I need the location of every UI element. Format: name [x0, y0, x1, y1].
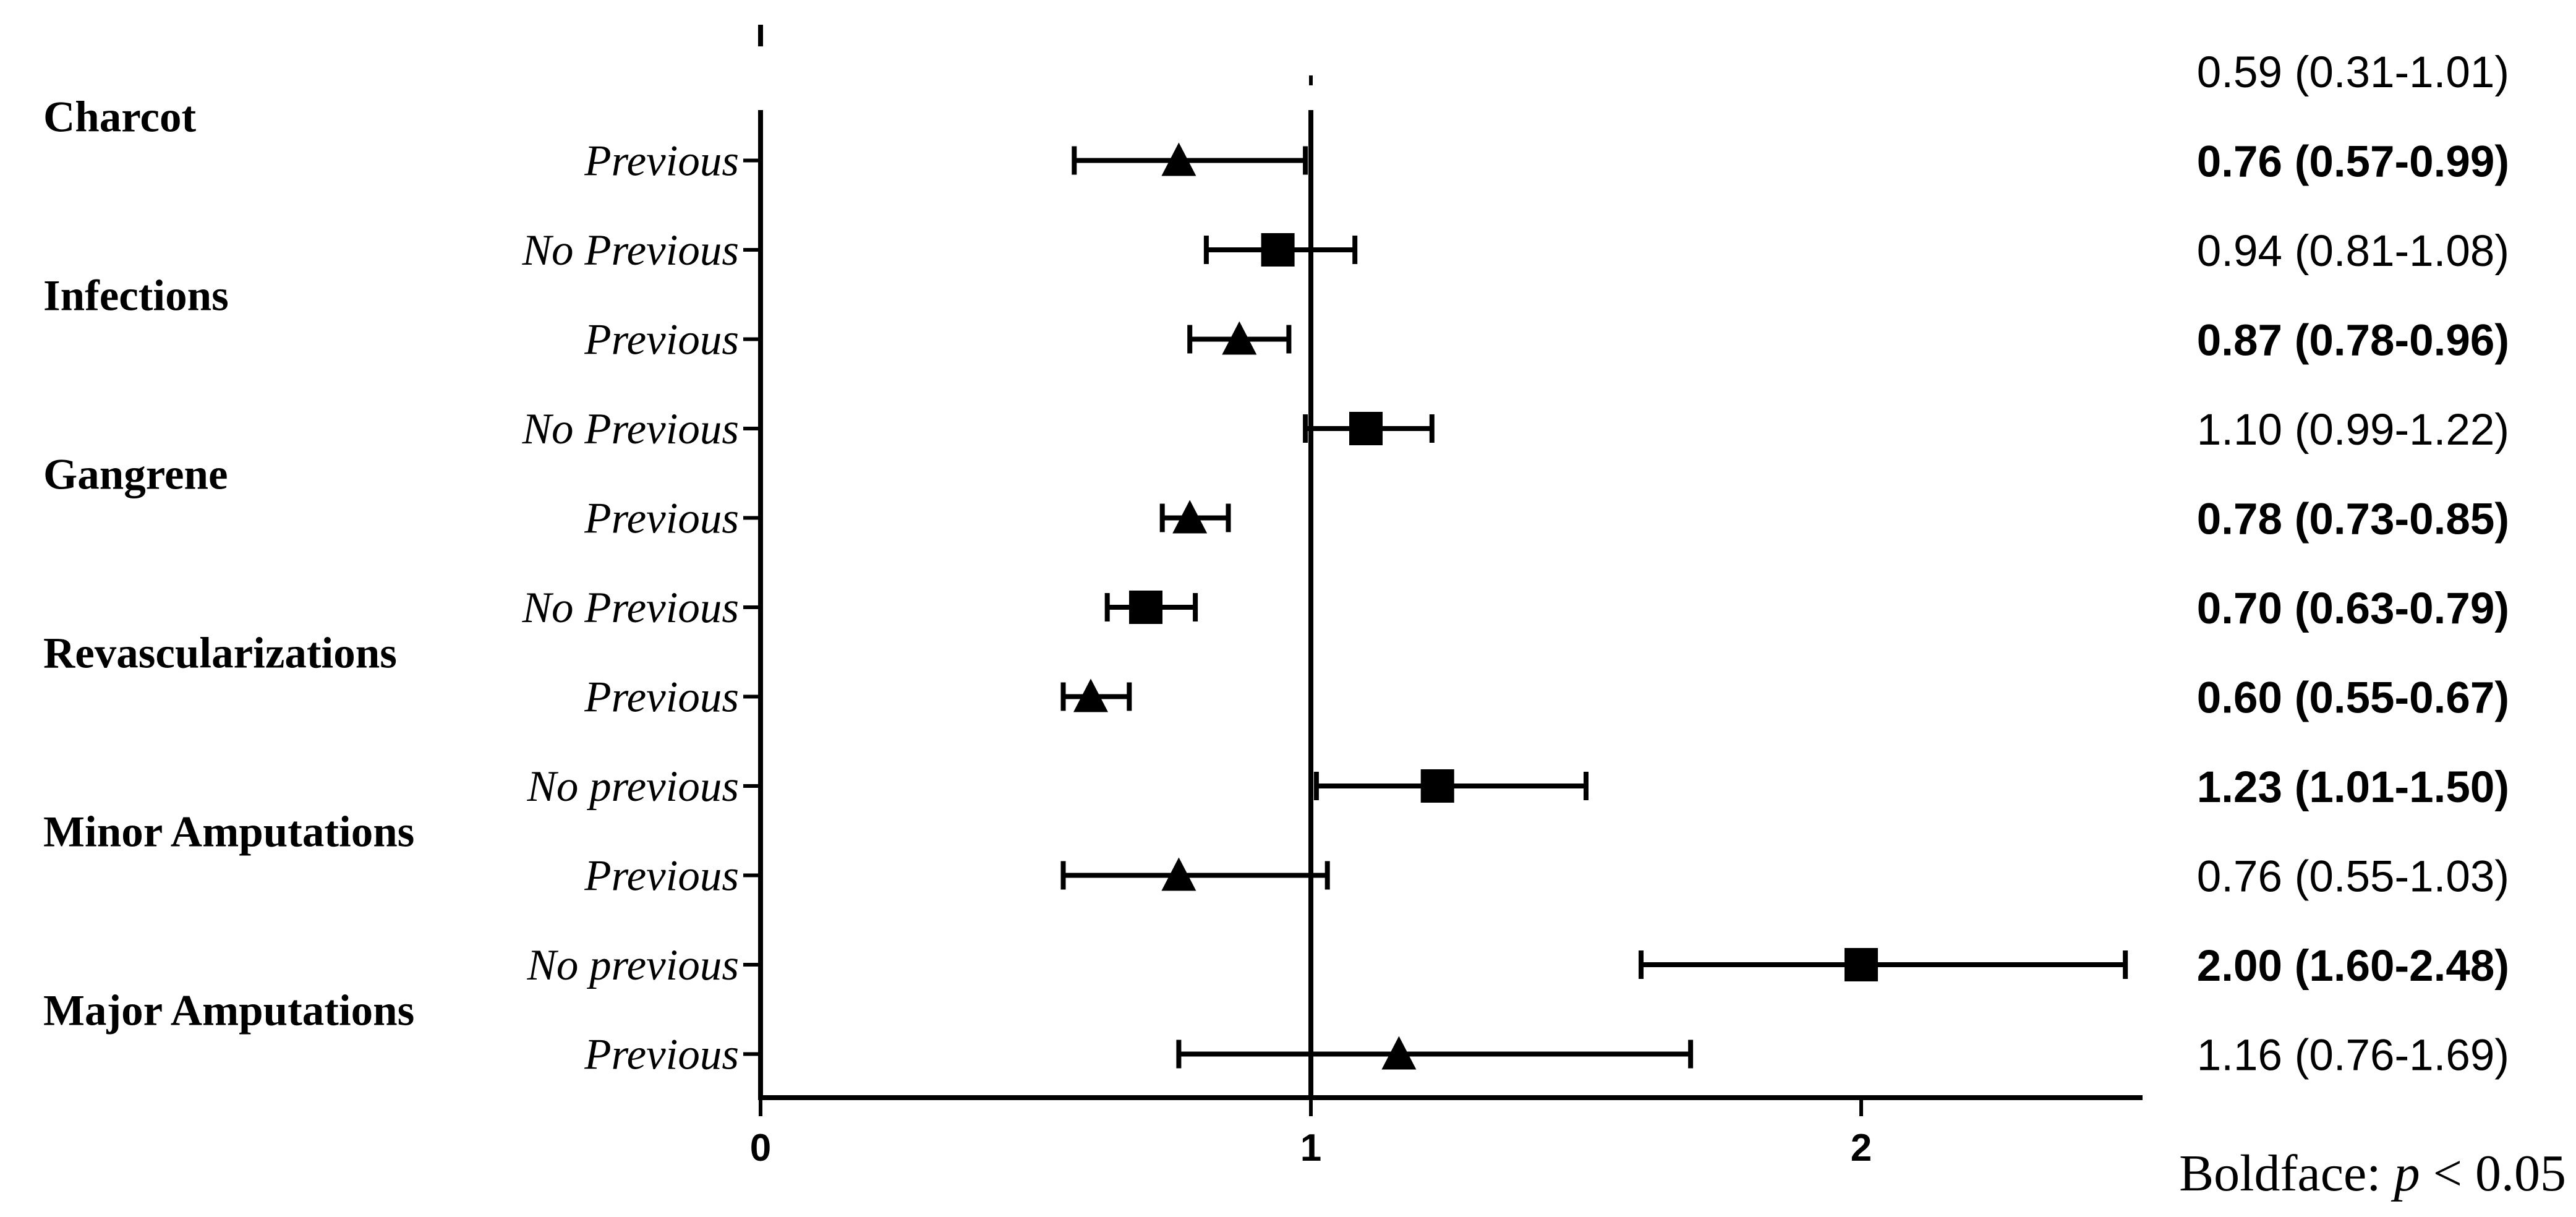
- row-label: Previous: [584, 137, 739, 186]
- row-label: Previous: [584, 673, 739, 722]
- estimate-square: [1845, 948, 1878, 981]
- row-label: No Previous: [522, 405, 739, 453]
- category-label: Minor Amputations: [43, 808, 414, 856]
- row-label: No Previous: [522, 584, 739, 632]
- row-label: Previous: [584, 495, 739, 543]
- ci-value-text: 0.76 (0.57-0.99): [2197, 138, 2509, 187]
- footnote-suffix: < 0.05: [2420, 1145, 2566, 1202]
- estimate-square: [1261, 233, 1295, 267]
- ci-value-text: 0.78 (0.73-0.85): [2197, 495, 2509, 544]
- estimate-square: [1349, 412, 1383, 445]
- x-tick-label: 2: [1851, 1127, 1872, 1169]
- ci-value-text: 0.76 (0.55-1.03): [2197, 853, 2509, 902]
- estimate-square: [1420, 769, 1454, 803]
- ci-value-text: 2.00 (1.60-2.48): [2197, 942, 2509, 991]
- estimate-triangle: [1161, 857, 1196, 891]
- chart-marks: [1060, 142, 2128, 1070]
- category-label: Gangrene: [43, 450, 228, 498]
- estimate-square: [1129, 591, 1162, 624]
- estimate-triangle: [1381, 1036, 1417, 1070]
- category-label: Major Amputations: [43, 986, 414, 1035]
- ci-value-text: 0.94 (0.81-1.08): [2197, 227, 2509, 276]
- category-label: Infections: [43, 271, 229, 320]
- x-tick-label: 1: [1300, 1127, 1321, 1169]
- row-label: No previous: [527, 762, 740, 811]
- footnote-p: p: [2391, 1145, 2420, 1202]
- ci-value-text: 1.23 (1.01-1.50): [2197, 763, 2509, 812]
- ci-value-text: 1.16 (0.76-1.69): [2197, 1031, 2509, 1080]
- footnote: Boldface: p < 0.05: [2179, 1145, 2566, 1202]
- ci-value-text: 0.70 (0.63-0.79): [2197, 584, 2509, 633]
- axes: 0 1 2: [743, 25, 2143, 1169]
- ci-text-column: 0.59 (0.31-1.01) 0.76 (0.57-0.99) 0.94 (0.…: [2197, 48, 2509, 1080]
- category-label: Charcot: [43, 93, 197, 141]
- ci-value-text: 0.87 (0.78-0.96): [2197, 317, 2509, 365]
- category-label: Revascularizations: [43, 629, 397, 677]
- footnote-prefix: Boldface:: [2179, 1145, 2394, 1202]
- ci-value-text: 0.59 (0.31-1.01): [2197, 48, 2509, 97]
- ci-value-text: 0.60 (0.55-0.67): [2197, 674, 2509, 723]
- row-label: No Previous: [522, 226, 739, 275]
- ci-value-text: 1.10 (0.99-1.22): [2197, 406, 2509, 455]
- category-labels: Charcot Infections Gangrene Revascularizati…: [43, 93, 414, 1035]
- row-label: Previous: [584, 852, 739, 900]
- row-label: Previous: [584, 316, 739, 364]
- row-label: Previous: [584, 1031, 739, 1079]
- row-labels: Previous No Previous Previous No Previous Pr…: [522, 137, 739, 1079]
- x-tick-label: 0: [750, 1127, 771, 1169]
- estimate-triangle: [1222, 321, 1257, 355]
- estimate-triangle: [1161, 142, 1196, 176]
- estimate-triangle: [1172, 500, 1208, 534]
- row-label: No previous: [527, 941, 740, 989]
- estimate-triangle: [1073, 678, 1108, 712]
